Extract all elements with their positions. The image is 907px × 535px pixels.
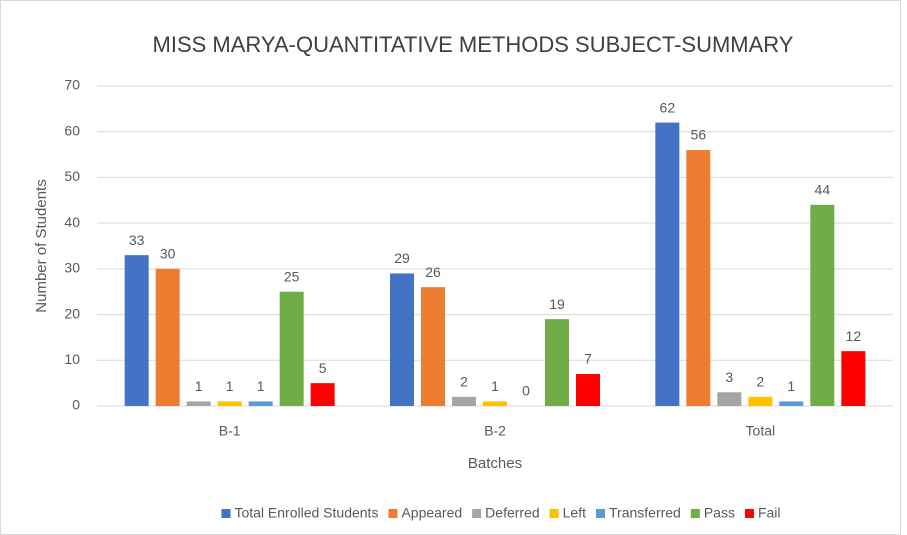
data-label: 1 (491, 378, 499, 394)
data-label: 19 (549, 296, 565, 312)
legend-swatch (596, 509, 605, 518)
y-axis-label: Number of Students (33, 179, 50, 312)
x-tick-label: B-1 (219, 423, 241, 439)
y-tick-label: 0 (72, 397, 80, 413)
data-label: 1 (195, 378, 203, 394)
bar (421, 287, 445, 406)
bar (779, 401, 804, 406)
data-label: 1 (226, 378, 234, 394)
data-label: 5 (319, 360, 327, 376)
bar (810, 204, 835, 406)
bar (248, 401, 273, 406)
data-label: 33 (129, 232, 145, 248)
y-tick-label: 50 (64, 168, 80, 184)
data-label: 7 (584, 351, 592, 367)
bar (576, 374, 600, 406)
data-label: 56 (691, 127, 707, 143)
bar (155, 268, 180, 406)
data-label: 0 (522, 383, 530, 399)
bar (686, 150, 711, 406)
legend-label: Transferred (609, 505, 681, 521)
bar (310, 383, 335, 406)
legend-label: Left (563, 505, 586, 521)
x-tick-label: B-2 (484, 423, 506, 439)
bar (217, 401, 242, 406)
bar (452, 396, 476, 406)
data-label: 3 (725, 369, 733, 385)
data-label: 25 (284, 268, 300, 284)
x-tick-label: Total (746, 423, 776, 439)
chart-title: MISS MARYA-QUANTITATIVE METHODS SUBJECT-… (153, 32, 794, 57)
data-label: 1 (787, 378, 795, 394)
x-axis-label: Batches (468, 455, 522, 472)
legend-swatch (472, 509, 482, 518)
bar (483, 401, 507, 406)
legend-label: Appeared (401, 505, 462, 521)
y-tick-label: 10 (64, 351, 80, 367)
data-label: 1 (257, 378, 265, 394)
bar (279, 291, 304, 406)
bar (655, 122, 680, 407)
data-label: 29 (394, 250, 410, 266)
bar (186, 401, 211, 406)
data-label: 2 (460, 374, 468, 390)
bar (748, 396, 773, 406)
bar (841, 351, 866, 406)
data-label: 12 (846, 328, 862, 344)
y-tick-label: 70 (64, 77, 80, 93)
y-tick-label: 60 (64, 122, 80, 138)
legend-label: Deferred (485, 505, 539, 521)
legend-label: Total Enrolled Students (234, 505, 378, 521)
y-tick-label: 20 (64, 305, 80, 321)
data-label: 62 (660, 99, 676, 115)
data-label: 26 (425, 264, 441, 280)
data-label: 44 (815, 182, 831, 198)
bar (545, 319, 569, 406)
data-label: 2 (756, 374, 764, 390)
legend-label: Fail (758, 505, 781, 521)
legend-swatch (690, 509, 700, 518)
legend-label: Pass (704, 505, 735, 521)
bar (717, 392, 742, 406)
legend-swatch (388, 509, 398, 518)
legend-swatch (221, 509, 231, 518)
legend-swatch (744, 509, 754, 518)
legend-swatch (549, 509, 559, 518)
bar (124, 255, 149, 406)
y-tick-label: 30 (64, 260, 80, 276)
y-tick-label: 40 (64, 214, 80, 230)
bar (390, 273, 414, 406)
data-label: 30 (160, 246, 176, 262)
